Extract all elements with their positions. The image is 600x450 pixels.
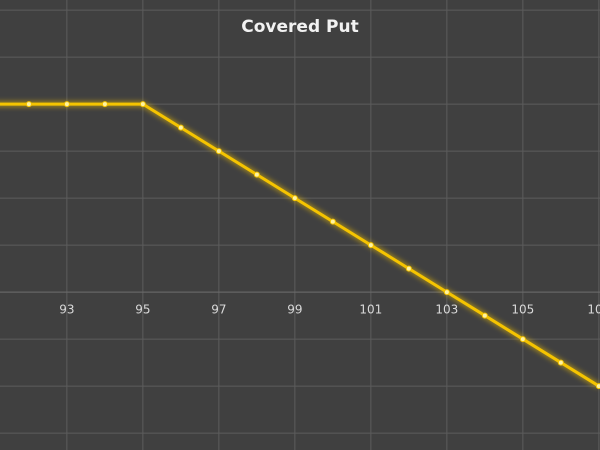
data-point [367,242,374,249]
data-point [101,101,108,108]
data-point [405,265,412,272]
data-point [63,101,70,108]
data-point [25,101,32,108]
data-point [329,218,336,225]
data-point [443,289,450,296]
x-tick-label: 103 [435,303,458,317]
data-point [215,148,222,155]
data-point [139,101,146,108]
x-tick-label: 101 [359,303,382,317]
x-tick-label: 107 [587,303,600,317]
x-tick-label: 99 [287,303,302,317]
data-point [481,312,488,319]
x-tick-label: 105 [511,303,534,317]
data-point [595,383,600,390]
x-tick-label: 97 [211,303,226,317]
x-tick-label: 93 [59,303,74,317]
x-tick-label: 95 [135,303,150,317]
data-point [519,336,526,343]
chart-title: Covered Put [241,17,358,37]
data-point [177,124,184,131]
data-point [253,171,260,178]
data-point [557,359,564,366]
data-point [291,195,298,202]
